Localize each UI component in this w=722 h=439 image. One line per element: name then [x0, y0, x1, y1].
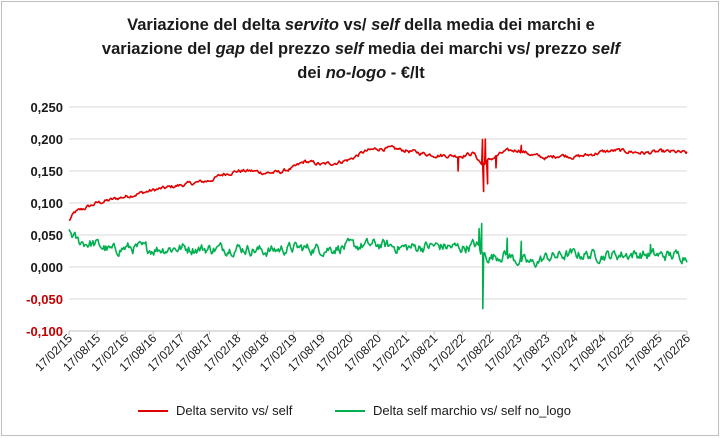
legend-item-servito: Delta servito vs/ self — [138, 403, 292, 418]
y-tick-label: 0,250 — [30, 100, 63, 115]
legend: Delta servito vs/ self Delta self marchi… — [0, 403, 722, 421]
y-tick-label: -0,100 — [26, 324, 63, 339]
y-tick-label: -0,050 — [26, 292, 63, 307]
y-tick-label: 0,000 — [30, 260, 63, 275]
series-line-no-logo — [68, 222, 688, 310]
legend-swatch-red — [138, 409, 168, 412]
y-tick-label: 0,050 — [30, 228, 63, 243]
legend-label: Delta servito vs/ self — [176, 403, 293, 418]
chart-title: Variazione del delta servito vs/ self de… — [101, 16, 621, 82]
legend-item-no-logo: Delta self marchio vs/ self no_logo — [335, 403, 571, 418]
y-tick-label: 0,150 — [30, 164, 63, 179]
y-tick-label: 0,200 — [30, 132, 63, 147]
legend-label: Delta self marchio vs/ self no_logo — [373, 403, 571, 418]
legend-swatch-green — [335, 409, 365, 412]
series-line-servito — [68, 138, 688, 222]
y-tick-label: 0,100 — [30, 196, 63, 211]
